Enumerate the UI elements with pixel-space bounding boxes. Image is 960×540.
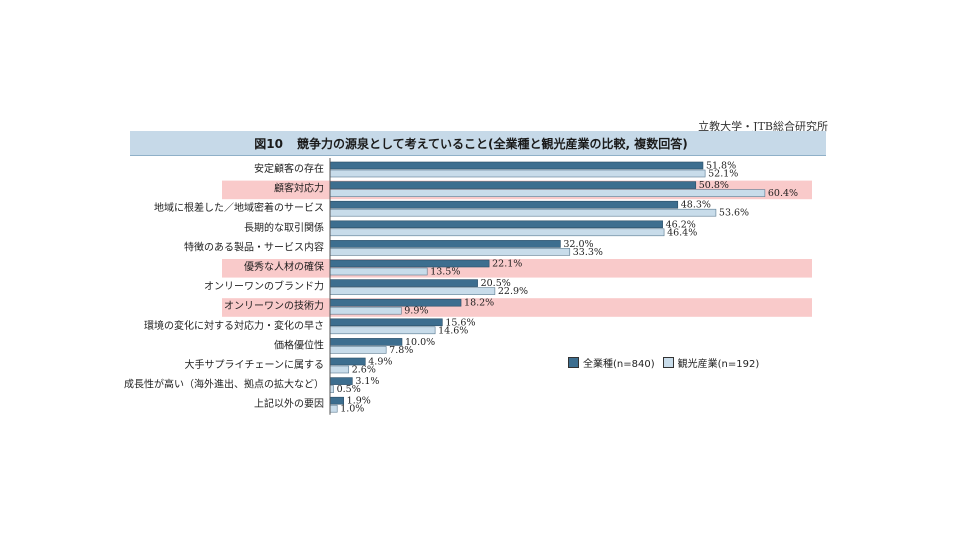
data-label: 33.3% xyxy=(573,247,603,258)
bar-all-industries xyxy=(329,318,443,327)
data-label: 46.4% xyxy=(667,227,697,238)
bar-tourism xyxy=(329,365,350,374)
chart-title-bar: 図10 競争力の源泉として考えていること(全業種と観光産業の比較, 複数回答) xyxy=(130,131,826,156)
chart-title: 競争力の源泉として考えていること(全業種と観光産業の比較, 複数回答) xyxy=(296,136,688,151)
bar-tourism xyxy=(329,189,766,197)
bar-tourism xyxy=(329,248,571,256)
bar-all-industries xyxy=(329,161,704,170)
legend-item-all-industries: 全業種(n=840) xyxy=(568,355,655,370)
data-label: 18.2% xyxy=(464,298,494,309)
bar-all-industries xyxy=(329,200,679,209)
legend-label-all-industries: 全業種(n=840) xyxy=(583,359,655,370)
data-label: 0.5% xyxy=(337,384,361,395)
legend: 全業種(n=840) 観光産業(n=192) xyxy=(568,355,767,370)
category-label: 顧客対応力 xyxy=(274,182,324,195)
bar-all-industries xyxy=(329,279,478,287)
data-label: 48.3% xyxy=(681,200,711,211)
data-label: 1.0% xyxy=(340,404,364,415)
legend-swatch-tourism xyxy=(662,357,674,368)
data-label: 3.1% xyxy=(355,376,379,387)
bar-tourism xyxy=(329,404,338,413)
data-label: 50.8% xyxy=(699,180,729,191)
category-label: 大手サプライチェーンに属する xyxy=(185,358,325,371)
category-label: 価格優位性 xyxy=(274,338,324,351)
data-label: 22.9% xyxy=(498,286,528,297)
category-label: 安定顧客の存在 xyxy=(254,162,324,175)
bar-all-industries xyxy=(329,240,561,248)
legend-item-tourism: 観光産業(n=192) xyxy=(662,355,760,370)
data-label: 15.6% xyxy=(445,317,475,328)
data-label: 46.2% xyxy=(666,219,696,230)
bar-all-industries xyxy=(329,298,462,307)
bar-all-industries xyxy=(329,259,490,268)
data-label: 1.9% xyxy=(347,396,371,407)
data-label: 53.6% xyxy=(719,208,749,219)
figure-number: 図10 xyxy=(254,136,283,151)
data-label: 7.8% xyxy=(389,345,413,356)
data-label: 20.5% xyxy=(481,278,511,289)
category-label: 長期的な取引関係 xyxy=(244,221,324,234)
category-label: 環境の変化に対する対応力・変化の早さ xyxy=(144,319,324,332)
data-label: 32.0% xyxy=(563,239,593,250)
category-label: 成長性が高い（海外進出、拠点の拡大など） xyxy=(124,378,324,391)
data-label: 60.4% xyxy=(768,188,798,199)
bar-tourism xyxy=(329,346,387,354)
bar-tourism xyxy=(329,228,665,237)
bar-tourism xyxy=(329,287,496,295)
data-label: 14.6% xyxy=(438,325,468,336)
category-label: 上記以外の要因 xyxy=(254,397,324,410)
bar-all-industries xyxy=(329,220,663,229)
data-label: 9.9% xyxy=(404,306,428,317)
category-label: 特徴のある製品・サービス内容 xyxy=(184,240,324,253)
bar-all-industries xyxy=(329,181,697,189)
bar-tourism xyxy=(329,208,717,217)
category-label: オンリーワンの技術力 xyxy=(224,299,324,312)
data-label: 13.5% xyxy=(430,267,460,278)
data-label: 2.6% xyxy=(352,365,376,376)
bar-tourism xyxy=(329,169,706,178)
data-label: 4.9% xyxy=(368,357,392,368)
data-label: 22.1% xyxy=(492,259,522,270)
bar-tourism xyxy=(329,267,428,276)
bar-tourism xyxy=(329,326,436,335)
category-label: オンリーワンのブランド力 xyxy=(204,280,324,293)
bar-tourism xyxy=(329,306,402,315)
source-credit: 立教大学・JTB総合研究所 xyxy=(698,120,828,133)
category-label: 優秀な人材の確保 xyxy=(244,260,324,273)
category-label: 地域に根差した／地域密着のサービス xyxy=(154,201,324,214)
data-label: 51.8% xyxy=(706,161,736,172)
legend-label-tourism: 観光産業(n=192) xyxy=(677,359,760,370)
legend-swatch-all-industries xyxy=(568,357,579,368)
data-label: 10.0% xyxy=(405,337,435,348)
bar-tourism xyxy=(329,385,334,393)
data-label: 52.1% xyxy=(708,169,738,180)
